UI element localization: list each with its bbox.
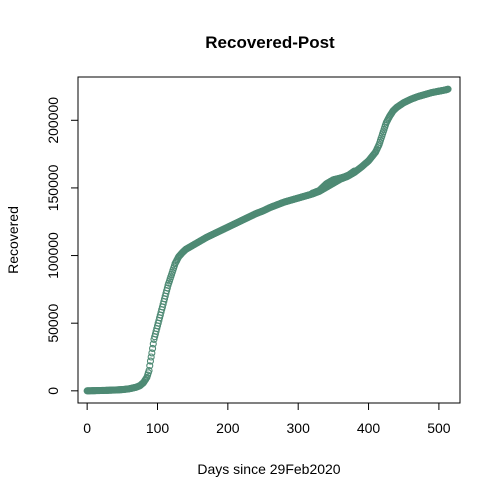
data-point [146, 362, 154, 370]
x-tick-label: 0 [83, 420, 91, 436]
chart-title: Recovered-Post [205, 33, 335, 52]
data-point [149, 340, 157, 348]
data-point [147, 353, 155, 361]
data-point [350, 167, 359, 175]
data-point [148, 349, 156, 357]
y-tick-label: 0 [45, 387, 61, 395]
x-tick-label: 500 [427, 420, 451, 436]
y-axis-label: Recovered [5, 206, 21, 274]
x-tick-label: 200 [216, 420, 240, 436]
x-axis-label: Days since 29Feb2020 [197, 461, 340, 477]
data-point [146, 357, 155, 365]
data-point [444, 85, 452, 93]
plot-frame [77, 76, 461, 404]
data-point [145, 366, 153, 375]
y-axis: 0 50000 100000 150000 200000 [45, 97, 79, 395]
y-tick-label: 200000 [45, 97, 61, 144]
y-tick-label: 100000 [45, 232, 61, 279]
y-tick-label: 150000 [45, 164, 61, 211]
data-points [83, 85, 452, 395]
x-tick-label: 300 [287, 420, 311, 436]
x-tick-label: 400 [357, 420, 381, 436]
y-tick-label: 50000 [45, 304, 61, 343]
x-axis: 0 100 200 300 400 500 [83, 402, 451, 436]
x-tick-label: 100 [146, 420, 170, 436]
data-point [149, 344, 157, 352]
